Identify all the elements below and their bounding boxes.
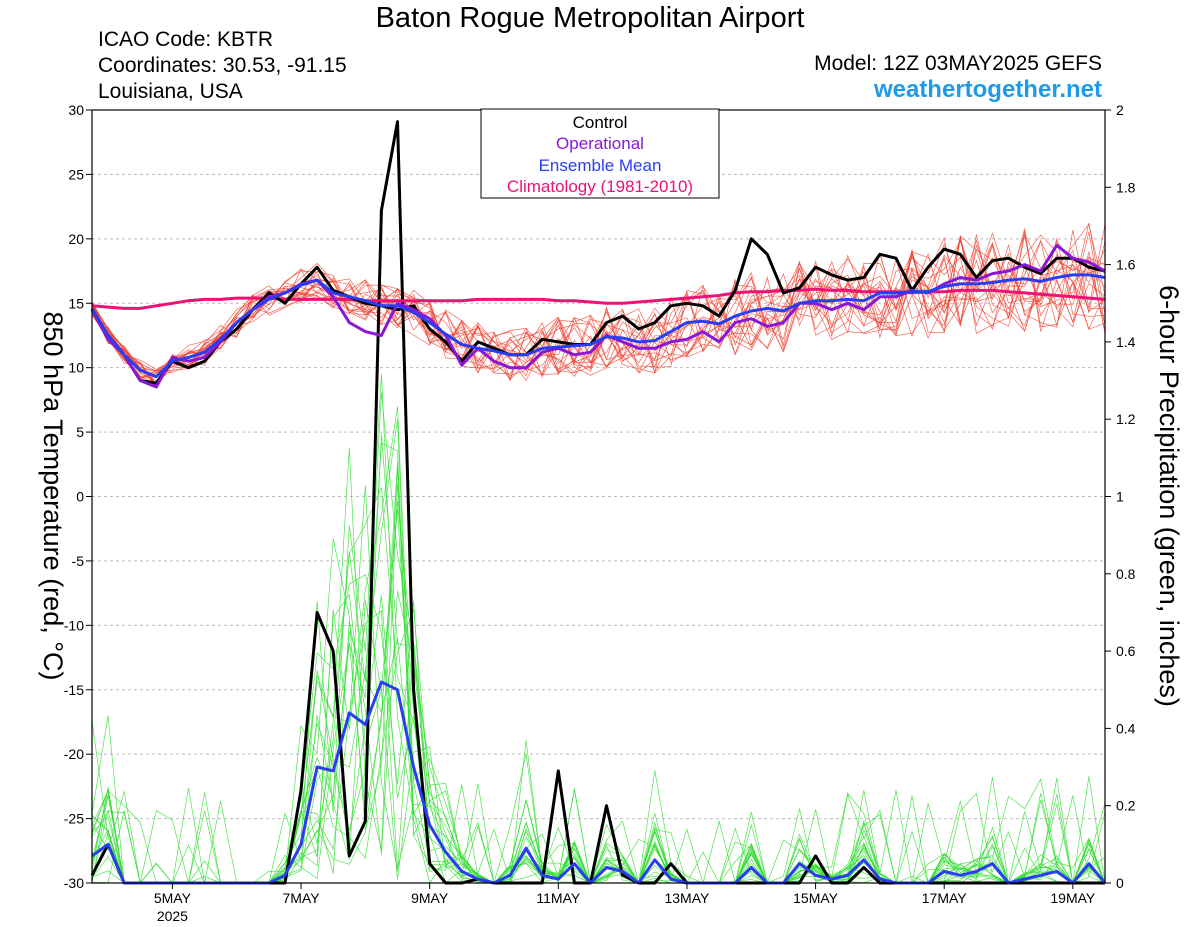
y2-tick-label: 0.6 (1116, 643, 1136, 659)
legend-control: Control (573, 113, 628, 132)
precip-member-line (91, 373, 1106, 884)
y-tick-label: 30 (68, 102, 84, 118)
precip-member-line (91, 485, 1106, 884)
temperature-member-line (91, 232, 1106, 386)
y2-tick-label: 1 (1116, 489, 1124, 505)
y-tick-label: 25 (68, 166, 84, 182)
y2-tick-label: 1.2 (1116, 411, 1136, 427)
axes: 302520151050-5-10-15-20-25-3021.81.61.41… (64, 102, 1136, 924)
y2-tick-label: 1.4 (1116, 334, 1136, 350)
x-tick-label: 13MAY (664, 890, 710, 906)
x-tick-label: 17MAY (922, 890, 968, 906)
y-tick-label: 10 (68, 360, 84, 376)
precip-member-line (91, 433, 1106, 884)
temperature-line-control (90, 237, 1106, 385)
coordinates: Coordinates: 30.53, -91.15 (98, 54, 347, 77)
x-tick-label: 11MAY (536, 890, 580, 906)
temperature-line-ensemble-mean (90, 273, 1106, 379)
y2-tick-label: 0.2 (1116, 798, 1136, 814)
series-lines (90, 120, 1107, 885)
x-tick-label: 7MAY (282, 890, 320, 906)
precip-member-line (91, 574, 1106, 884)
precip-member-line (91, 487, 1106, 884)
y-tick-label: -15 (64, 682, 84, 698)
x-tick-sublabel: 2025 (157, 908, 188, 924)
precip-member-line (91, 508, 1106, 884)
y-tick-label: 20 (68, 231, 84, 247)
precip-member-line (91, 392, 1106, 884)
precip-member-line (91, 419, 1106, 884)
legend: Control Operational Ensemble Mean Climat… (480, 108, 720, 199)
y-tick-label: -5 (72, 553, 85, 569)
y-tick-label: -10 (64, 617, 84, 633)
temperature-member-line (91, 235, 1106, 387)
y-tick-label: -25 (64, 811, 84, 827)
y2-tick-label: 0 (1116, 875, 1124, 891)
y-tick-label: -30 (64, 875, 84, 891)
precip-member-line (91, 500, 1106, 884)
y2-tick-label: 2 (1116, 102, 1124, 118)
y-axis-label-right: 6-hour Precipitation (green, inches) (1154, 285, 1184, 707)
precip-member-line (91, 442, 1106, 884)
temperature-member-line (91, 235, 1106, 385)
temperature-line-climatology-1981-2010 (91, 287, 1106, 310)
legend-operational: Operational (556, 134, 644, 153)
chart-title: Baton Rogue Metropolitan Airport (375, 2, 805, 34)
location: Louisiana, USA (98, 80, 243, 103)
y-tick-label: -20 (64, 746, 84, 762)
precip-member-line (91, 447, 1106, 884)
model-run: Model: 12Z 03MAY2025 GEFS (814, 52, 1102, 75)
x-tick-label: 9MAY (411, 890, 449, 906)
y-tick-label: 0 (76, 489, 84, 505)
legend-ensemble-mean: Ensemble Mean (539, 156, 662, 175)
y-axis-label-left: 850 hPa Temperature (red, °C) (38, 312, 68, 681)
x-tick-label: 5MAY (154, 890, 192, 906)
x-tick-label: 15MAY (793, 890, 839, 906)
legend-climatology: Climatology (1981-2010) (507, 177, 693, 196)
icao-code: ICAO Code: KBTR (98, 28, 274, 51)
precip-member-line (91, 468, 1106, 884)
x-tick-label: 19MAY (1050, 890, 1096, 906)
temperature-member-line (91, 241, 1106, 380)
y2-tick-label: 1.8 (1116, 179, 1136, 195)
temperature-member-line (91, 238, 1106, 375)
precip-member-line (91, 406, 1106, 884)
y2-tick-label: 1.6 (1116, 257, 1136, 273)
y-tick-label: 15 (68, 295, 84, 311)
y2-tick-label: 0.4 (1116, 720, 1136, 736)
y-tick-label: 5 (76, 424, 84, 440)
y2-tick-label: 0.8 (1116, 566, 1136, 582)
precip-member-line (91, 462, 1106, 885)
precip-line-control (90, 120, 1105, 885)
website-link[interactable]: weathertogether.net (873, 76, 1102, 103)
legend-box (480, 108, 720, 199)
